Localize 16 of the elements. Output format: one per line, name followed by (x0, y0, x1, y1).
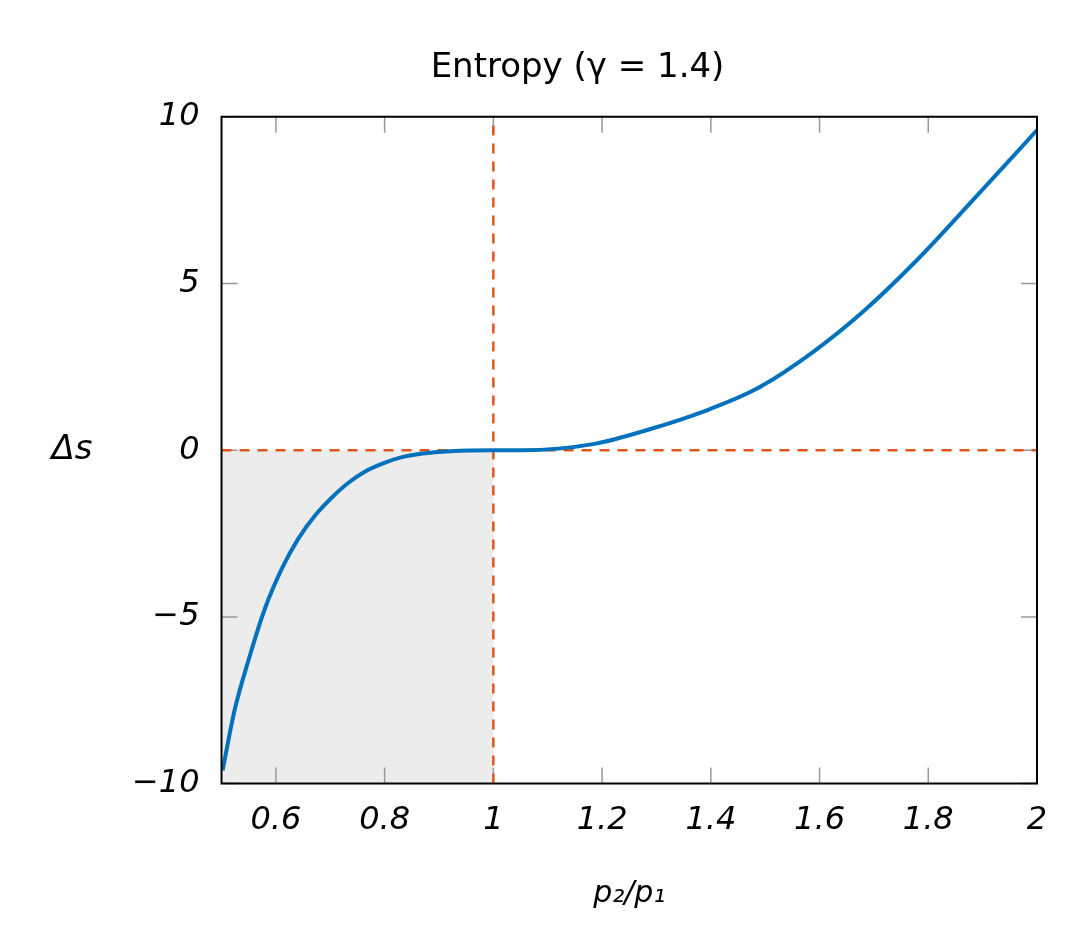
y-axis-title: Δs (48, 427, 93, 468)
x-tick-label: 1.6 (794, 799, 845, 838)
y-tick-label: 0 (179, 428, 200, 467)
x-tick-label: 1.8 (902, 799, 954, 838)
x-tick-label: 1.4 (685, 799, 737, 838)
x-tick-label: 0.8 (359, 799, 411, 838)
chart-title: Entropy (γ = 1.4) (430, 45, 725, 86)
x-tick-label: 2 (1026, 799, 1048, 838)
x-tick-label: 1.2 (576, 799, 628, 838)
x-tick-label: 1 (483, 799, 504, 838)
x-axis-title: p₂/p₁ (592, 873, 666, 909)
y-tick-label: −10 (132, 761, 200, 800)
y-tick-label: 10 (158, 95, 200, 134)
y-tick-label: −5 (152, 595, 200, 634)
y-tick-label: 5 (179, 261, 200, 300)
x-tick-label: 0.6 (250, 799, 302, 838)
